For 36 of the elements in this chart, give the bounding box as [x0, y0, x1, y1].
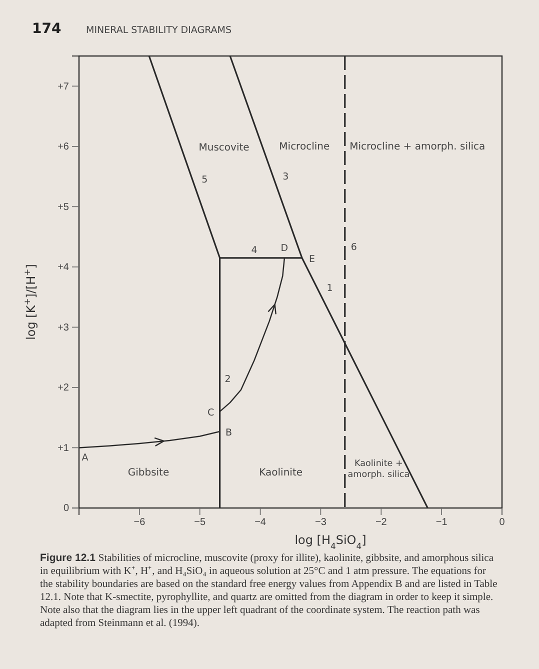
x-tick-label: −1	[436, 517, 448, 528]
annotation: E	[308, 254, 315, 265]
annotation: D	[280, 242, 288, 254]
y-tick-label: +3	[58, 322, 70, 334]
annotation: Microcline	[279, 141, 330, 152]
annotation: 2	[224, 374, 231, 385]
annotation: 6	[350, 242, 357, 253]
annotation: B	[226, 427, 232, 438]
text: MINERAL STABILITY DIAGRAMS	[86, 25, 232, 36]
annotation: 4	[251, 244, 258, 256]
annotation: C	[207, 408, 214, 419]
x-tick-label: −5	[194, 517, 206, 528]
text: 174	[32, 21, 62, 37]
y-tick-label: +5	[58, 202, 70, 213]
annotation: 3	[282, 172, 289, 183]
y-tick-label: +7	[58, 81, 70, 92]
annotation: Gibbsite	[128, 467, 170, 478]
y-tick-label: +1	[58, 442, 70, 454]
y-tick-label: +2	[58, 382, 70, 394]
x-tick-label: −6	[134, 517, 146, 528]
annotation: Muscovite	[198, 142, 250, 154]
annotation: A	[82, 452, 89, 464]
annotation: Kaolinite + amorph. silica	[348, 458, 410, 480]
annotation: Kaolinite	[259, 467, 303, 478]
x-axis-title: log [H$_{4}$SiO$_{4}$]	[294, 533, 366, 551]
annotation: 5	[202, 174, 208, 186]
y-tick-label: +6	[58, 142, 70, 153]
x-tick-label: −2	[375, 517, 388, 528]
caption: Figure 12.1 Stabilities of microcline, muscovite (proxy for illite), kaolinite, gibbsite, and amorphous silica in equilibrium with K⁺, H⁺, and H₄SiO₄ in aqueous solution at 25°C and 1 atm pressure. The equations for the stability boundaries are based on the standard free energy values from Appendix B and are listed in Table 12.1. Note that K-smectite, pyrophyllite, and quartz are omitted from the diagram in order to keep it simple. Note also that the diagram lies in the upper left quadrant of the coordinate system. The reaction path was adapted from Steinmann et al. (1994).	[40, 552, 498, 629]
y-tick-label: +4	[58, 262, 70, 274]
annotation: Microcline + amorph. silica	[350, 141, 486, 152]
x-tick-label: −4	[254, 517, 266, 528]
x-tick-label: −3	[315, 517, 327, 528]
x-tick-label: 0	[499, 517, 506, 528]
annotation: 1	[326, 283, 333, 294]
y-tick-label: 0	[63, 503, 70, 514]
